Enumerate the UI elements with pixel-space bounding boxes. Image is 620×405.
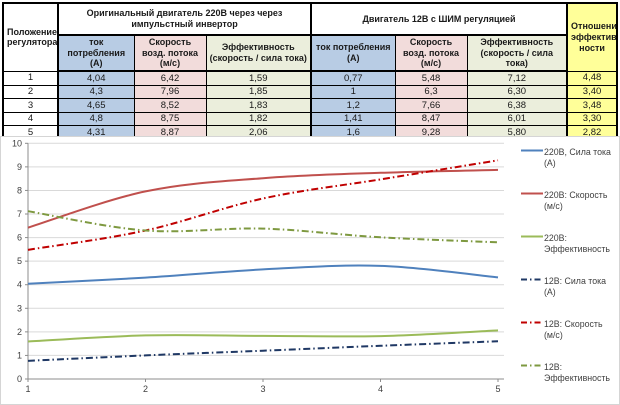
legend-label: 12В: Сила тока (А) — [544, 276, 607, 297]
legend-item: 220В: Эффективность — [520, 233, 616, 255]
table-cell: 1,59 — [205, 70, 312, 86]
table-cell: 6,30 — [466, 84, 568, 99]
table-cell: 5,48 — [394, 70, 468, 86]
legend-line-swatch — [520, 362, 544, 367]
table-cell: 7,66 — [394, 98, 468, 113]
table-row: 2 4,3 7,96 1,85 1 6,3 6,30 3,40 — [2, 84, 618, 99]
table-cell: 3,40 — [566, 84, 618, 99]
legend-item: 12В: Сила тока (А) — [520, 276, 616, 298]
table-cell: 7,96 — [133, 84, 207, 99]
legend-line-swatch — [520, 319, 544, 324]
table-cell: 1,83 — [205, 98, 312, 113]
legend-line-swatch — [520, 147, 544, 152]
table-cell: 2 — [2, 84, 59, 99]
line-chart: 0 1 2 3 4 5 6 7 8 9 10 1 2 3 4 5 220В, Сила тока (А) 22… — [0, 136, 620, 405]
svg-text:4: 4 — [17, 280, 22, 290]
table-row: ток потребления (А) Скорость возд. поток… — [3, 34, 617, 72]
comparison-table: Положение регулятора Оригинальный двигат… — [2, 2, 619, 141]
col-header-220-current: ток потребления (А) — [57, 34, 135, 72]
table-cell: 1,41 — [310, 111, 396, 126]
svg-text:3: 3 — [260, 384, 265, 394]
svg-text:8: 8 — [17, 185, 22, 195]
group-12-header: Двигатель 12В с ШИМ регуляцией — [310, 2, 568, 36]
table-cell: 6,38 — [466, 98, 568, 113]
group-220-header: Оригинальный двигатель 220В через через … — [56, 2, 312, 36]
svg-text:6: 6 — [17, 233, 22, 243]
svg-text:5: 5 — [17, 256, 22, 266]
table-cell: 7,12 — [466, 70, 568, 86]
table-row: Положение регулятора Оригинальный двигат… — [2, 2, 618, 72]
svg-text:4: 4 — [378, 384, 383, 394]
legend-item: 12В: Эффективность — [520, 362, 616, 384]
table-cell: 4 — [2, 111, 59, 126]
svg-text:5: 5 — [495, 384, 500, 394]
chart-legend: 220В, Сила тока (А) 220В: Скорость (м/с)… — [520, 137, 619, 404]
table-cell: 4,04 — [57, 70, 135, 86]
legend-line-swatch — [520, 190, 544, 195]
table-row: 4 4,8 8,75 1,82 1,41 8,47 6,01 3,30 — [2, 111, 618, 126]
corner-header: Положение регулятора — [2, 2, 59, 72]
col-header-12-eff: Эффективность (скорость / сила тока) — [466, 34, 568, 72]
table-cell: 1,85 — [205, 84, 312, 99]
table-cell: 8,47 — [394, 111, 468, 126]
legend-item: 12В: Скорость (м/с) — [520, 319, 616, 341]
svg-text:1: 1 — [25, 384, 30, 394]
legend-item: 220В, Сила тока (А) — [520, 147, 616, 169]
table-cell: 1,82 — [205, 111, 312, 126]
table-cell: 1,2 — [310, 98, 396, 113]
col-header-12-speed: Скорость возд. потока (м/с) — [394, 34, 468, 72]
col-header-220-eff: Эффективность (скорость / сила тока) — [205, 34, 312, 72]
table-cell: 4,48 — [566, 70, 618, 86]
legend-item: 220В: Скорость (м/с) — [520, 190, 616, 212]
table-cell: 8,75 — [133, 111, 207, 126]
col-header-12-current: ток потребления (А) — [310, 34, 396, 72]
svg-text:7: 7 — [17, 209, 22, 219]
table-cell: 6,42 — [133, 70, 207, 86]
table-cell: 8,52 — [133, 98, 207, 113]
legend-label: 12В: Скорость (м/с) — [544, 319, 603, 340]
table-cell: 1 — [310, 84, 396, 99]
svg-text:2: 2 — [17, 327, 22, 337]
col-header-220-speed: Скорость возд. потока (м/с) — [133, 34, 207, 72]
table-cell: 3,30 — [566, 111, 618, 126]
svg-text:2: 2 — [143, 384, 148, 394]
table-cell: 4,65 — [57, 98, 135, 113]
table-cell: 4,8 — [57, 111, 135, 126]
legend-label: 12В: Эффективность — [544, 362, 611, 383]
table-cell: 3 — [2, 98, 59, 113]
table-cell: 6,3 — [394, 84, 468, 99]
svg-text:1: 1 — [17, 350, 22, 360]
table-row: 3 4,65 8,52 1,83 1,2 7,66 6,38 3,48 — [2, 98, 618, 113]
legend-label: 220В, Сила тока (А) — [544, 147, 611, 168]
legend-line-swatch — [520, 233, 544, 238]
table-cell: 0,77 — [310, 70, 396, 86]
svg-text:9: 9 — [17, 162, 22, 172]
legend-label: 220В: Эффективность — [544, 233, 611, 254]
table-row: 1 4,04 6,42 1,59 0,77 5,48 7,12 4,48 — [2, 70, 618, 86]
legend-label: 220В: Скорость (м/с) — [544, 190, 608, 211]
table-cell: 1 — [2, 70, 59, 86]
table-cell: 3,48 — [566, 98, 618, 113]
svg-text:3: 3 — [17, 303, 22, 313]
svg-text:10: 10 — [12, 138, 22, 148]
ratio-header: Отношение эффектив-ности — [566, 2, 618, 72]
table-cell: 6,01 — [466, 111, 568, 126]
svg-text:0: 0 — [17, 374, 22, 384]
table-cell: 4,3 — [57, 84, 135, 99]
legend-line-swatch — [520, 276, 544, 281]
